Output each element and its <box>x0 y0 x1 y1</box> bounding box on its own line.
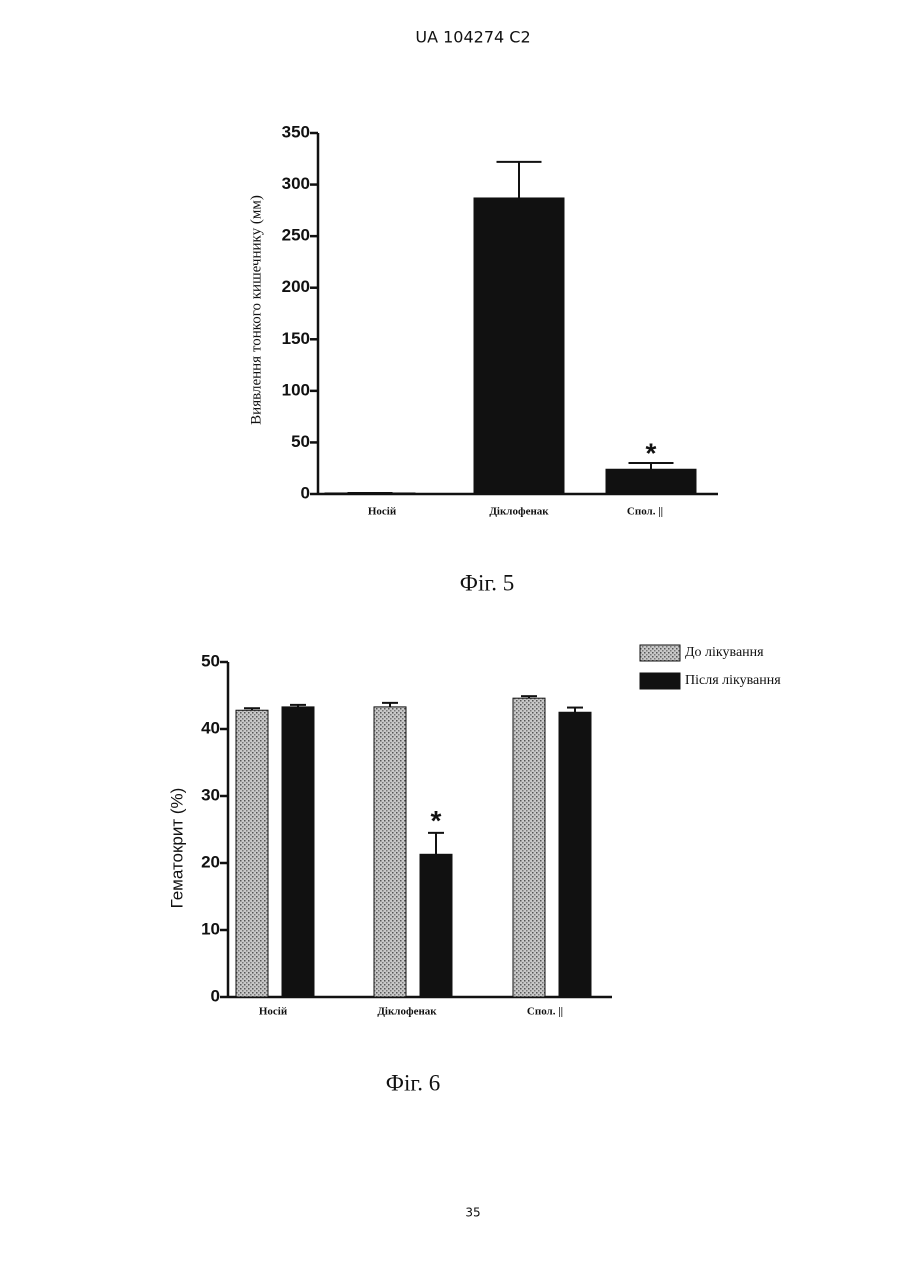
x-tick-label: Спол. || <box>527 1006 563 1018</box>
y-tick-label: 150 <box>282 329 310 348</box>
background <box>0 0 901 1273</box>
bar <box>236 710 268 997</box>
legend-label: Після лікування <box>685 673 781 688</box>
y-tick-label: 100 <box>282 380 310 399</box>
y-axis-label: Виявлення тонкого кишечнику (мм) <box>248 195 264 425</box>
y-tick-label: 0 <box>211 986 220 1005</box>
x-tick-label: Носій <box>368 506 397 518</box>
y-tick-label: 0 <box>301 483 310 502</box>
bar <box>474 198 564 494</box>
bar <box>559 712 591 997</box>
x-tick-label: Діклофенак <box>489 506 549 518</box>
x-tick-label: Діклофенак <box>377 1006 437 1018</box>
y-axis-label: Гематокрит (%) <box>167 788 186 909</box>
page-number: 35 <box>465 1206 480 1220</box>
header: UA 104274 C2 <box>415 28 530 47</box>
legend-swatch <box>640 645 680 661</box>
legend-label: До лікування <box>685 645 764 660</box>
x-tick-label: Носій <box>259 1006 288 1018</box>
legend-swatch <box>640 673 680 689</box>
y-tick-label: 10 <box>201 919 220 938</box>
y-tick-label: 350 <box>282 122 310 141</box>
y-tick-label: 50 <box>291 432 310 451</box>
bar <box>282 707 314 997</box>
annotation: * <box>431 805 442 836</box>
bar <box>606 469 696 494</box>
figure-caption: Фіг. 5 <box>460 570 514 595</box>
y-tick-label: 30 <box>201 785 220 804</box>
page: UA 104274 C2 35 050100150200250300350Нос… <box>0 0 901 1273</box>
bar <box>513 698 545 997</box>
y-tick-label: 50 <box>201 651 220 670</box>
x-tick-label: Спол. || <box>627 506 663 518</box>
y-tick-label: 300 <box>282 174 310 193</box>
annotation: * <box>646 437 657 468</box>
y-tick-label: 20 <box>201 852 220 871</box>
y-tick-label: 250 <box>282 226 310 245</box>
y-tick-label: 200 <box>282 277 310 296</box>
y-tick-label: 40 <box>201 718 220 737</box>
bar <box>420 854 452 997</box>
figure-caption: Фіг. 6 <box>386 1070 440 1095</box>
bar <box>374 707 406 997</box>
